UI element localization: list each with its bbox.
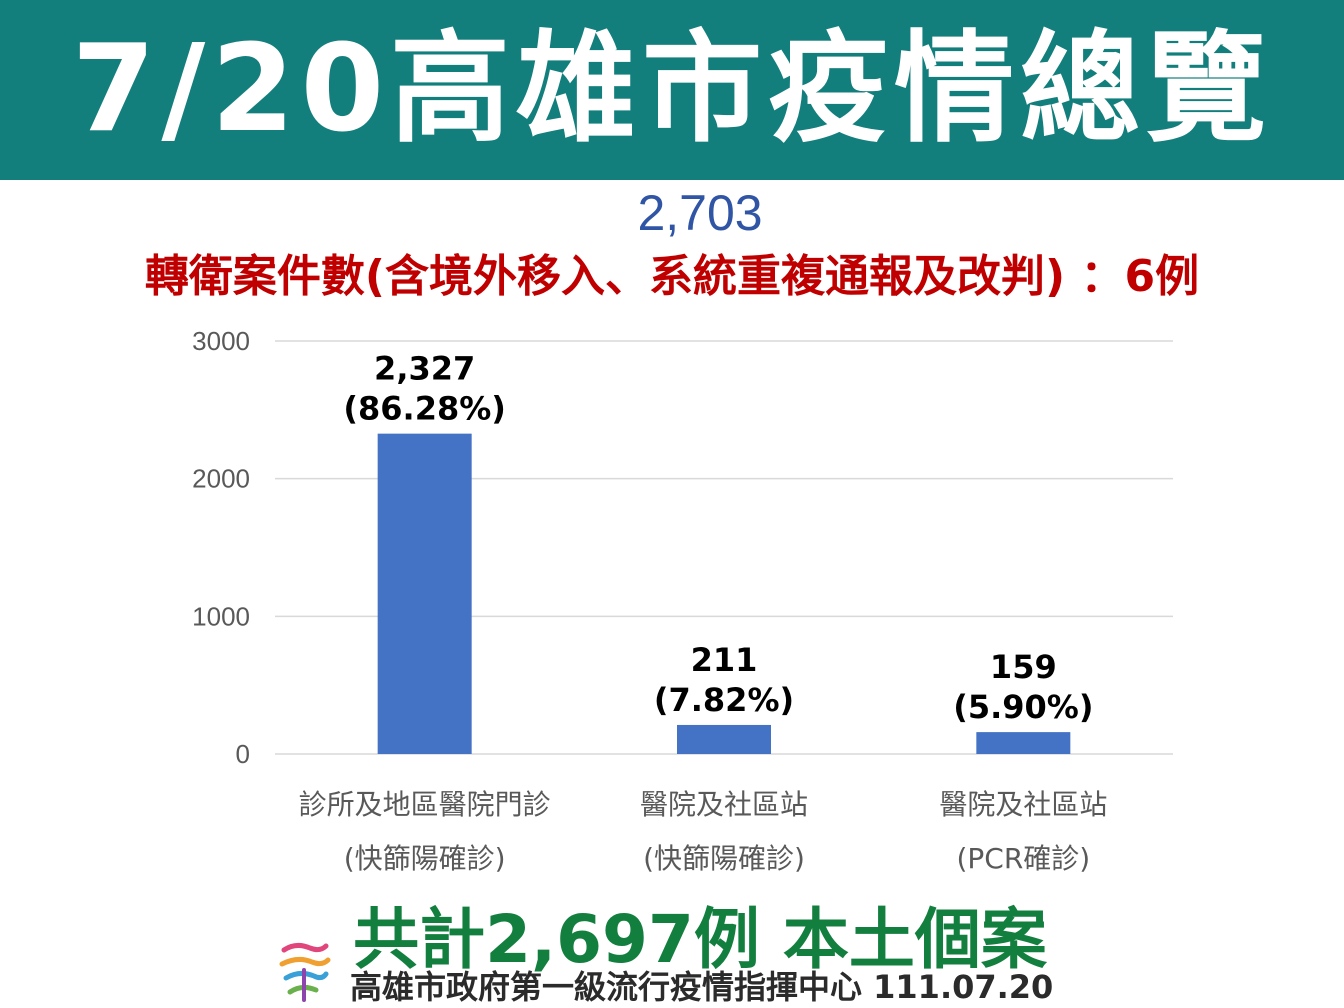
footer-credit: 高雄市政府第一級流行疫情指揮中心 111.07.20 [350, 968, 1054, 1006]
x-category-label: 診所及地區醫院門診 [299, 788, 551, 821]
y-tick-label: 0 [236, 739, 250, 769]
page-title: 7/20高雄市疫情總覽 [71, 20, 1273, 159]
x-category-label: (快篩陽確診) [643, 842, 805, 875]
x-category-label: 醫院及社區站 [640, 788, 808, 821]
data-label-percent: (7.82%) [654, 681, 794, 719]
data-label-percent: (86.28%) [343, 390, 506, 428]
bar [377, 433, 472, 754]
data-label-value: 159 [990, 648, 1057, 686]
data-label-percent: (5.90%) [953, 688, 1093, 726]
y-tick-label: 1000 [192, 601, 250, 631]
header-banner: 7/20高雄市疫情總覽 [0, 0, 1344, 180]
kaohsiung-city-logo-icon [279, 942, 331, 1002]
y-tick-label: 2000 [192, 464, 250, 494]
x-category-label: 醫院及社區站 [939, 788, 1107, 821]
data-label-value: 2,327 [374, 350, 475, 388]
bar [677, 724, 771, 754]
x-category-label: (PCR確診) [956, 842, 1090, 875]
y-tick-label: 3000 [192, 326, 250, 356]
local-cases-summary: 共計2,697例 本土個案 [353, 901, 1047, 978]
data-label-value: 211 [691, 641, 758, 679]
x-category-label: (快篩陽確診) [344, 842, 506, 875]
bar [976, 732, 1071, 754]
transfer-cases-note: 轉衛案件數(含境外移入、系統重複通報及改判) ：6例 [144, 251, 1200, 302]
total-cases-number: 2,703 [637, 185, 763, 241]
